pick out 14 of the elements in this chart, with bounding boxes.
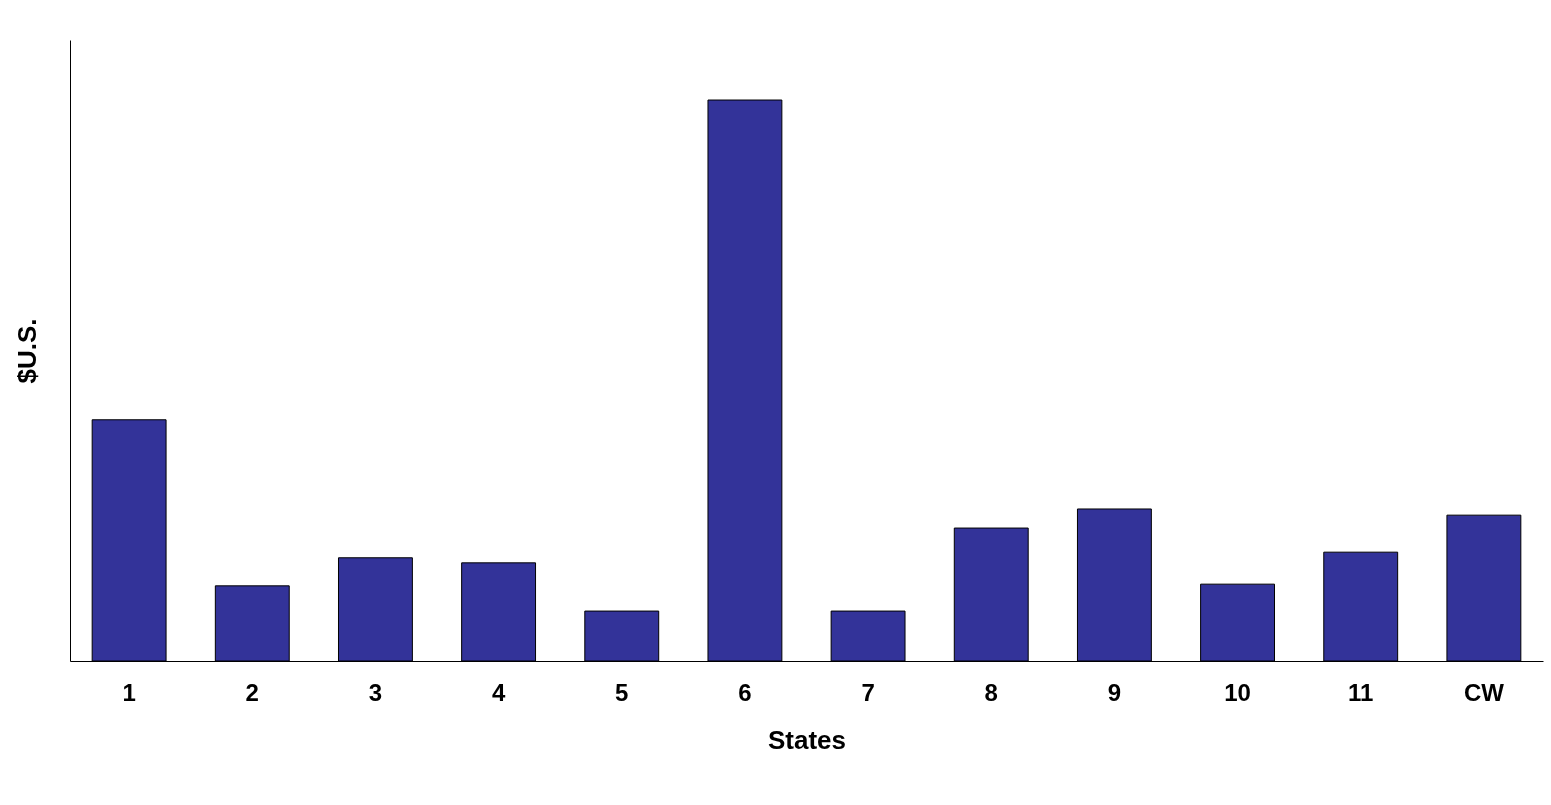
x-tick-label: 2 (245, 678, 259, 706)
x-tick-label: 9 (1107, 678, 1122, 706)
x-tick-label: 11 (1348, 678, 1374, 706)
x-tick-label: 10 (1224, 678, 1251, 706)
x-tick-label: 6 (738, 678, 752, 706)
x-tick-label: 3 (368, 678, 383, 706)
x-tick-label: 7 (861, 678, 875, 706)
x-tick-label: 4 (491, 678, 506, 706)
x-tick-label: 5 (615, 678, 629, 706)
x-tick-label: 8 (984, 678, 998, 706)
x-tick-label: 1 (122, 678, 136, 706)
x-axis-title: States (767, 724, 847, 755)
y-axis-title: $U.S. (11, 318, 42, 384)
x-tick-label: CW (1463, 678, 1505, 706)
